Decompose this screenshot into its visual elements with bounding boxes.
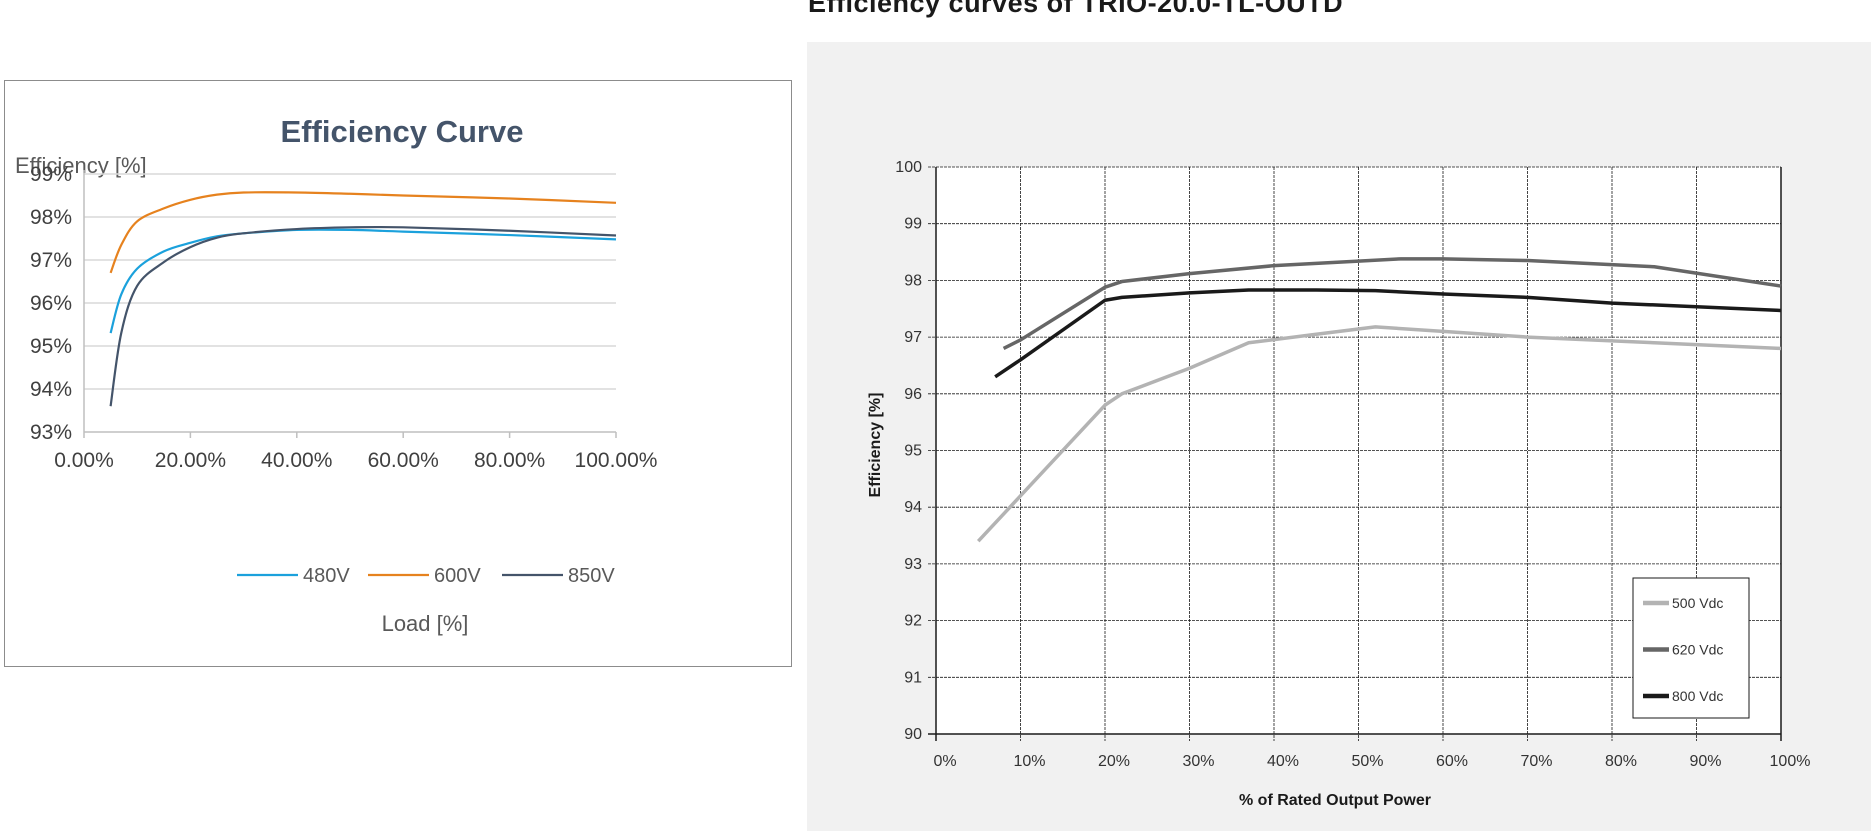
right-series-620-line bbox=[1002, 257, 1782, 351]
right-series-500-line bbox=[976, 325, 1782, 543]
left-x-tick-label: 100.00% bbox=[575, 449, 658, 472]
right-chart-svg: 90 91 92 93 94 95 96 97 98 99 100 0% 10% 20% 30% 40% 50%… bbox=[867, 159, 1811, 809]
right-x-tick-label: 20% bbox=[1098, 753, 1130, 770]
right-x-tick-label: 40% bbox=[1267, 753, 1299, 770]
left-x-tick-label: 60.00% bbox=[368, 449, 439, 472]
right-legend-label: 620 Vdc bbox=[1672, 642, 1723, 658]
right-legend-label: 800 Vdc bbox=[1672, 688, 1723, 704]
right-x-tick-label: 10% bbox=[1013, 753, 1045, 770]
right-x-tick-label: 70% bbox=[1520, 753, 1552, 770]
right-legend-label: 500 Vdc bbox=[1672, 595, 1723, 611]
right-y-tick-label: 92 bbox=[904, 613, 922, 630]
right-y-tick-label: 99 bbox=[904, 216, 922, 233]
right-x-tick-label: 30% bbox=[1182, 753, 1214, 770]
right-chart-heading: Efficiency curves of TRIO-20.0-TL-OUTD bbox=[808, 0, 1344, 18]
left-series-480v-line bbox=[109, 228, 617, 334]
right-x-tick-label: 50% bbox=[1351, 753, 1383, 770]
right-x-tick-label: 0% bbox=[933, 753, 956, 770]
left-y-tick-label: 95% bbox=[30, 335, 72, 358]
right-y-tick-label: 94 bbox=[904, 499, 922, 516]
right-y-tick-label: 100 bbox=[895, 159, 922, 176]
left-chart-frame: Efficiency Curve Efficiency [%] Load [%]… bbox=[4, 80, 792, 667]
right-y-tick-label: 95 bbox=[904, 443, 922, 460]
left-series-lines bbox=[109, 191, 617, 407]
right-y-tick-label: 97 bbox=[904, 329, 922, 346]
left-y-tick-label: 97% bbox=[30, 249, 72, 272]
right-y-tick-label: 98 bbox=[904, 272, 922, 289]
right-x-tick-label: 80% bbox=[1605, 753, 1637, 770]
left-y-tick-label: 99% bbox=[30, 163, 72, 186]
left-y-tick-label: 94% bbox=[30, 378, 72, 401]
right-x-tick-label: 60% bbox=[1436, 753, 1468, 770]
left-x-tick-label: 40.00% bbox=[261, 449, 332, 472]
left-y-tick-label: 96% bbox=[30, 292, 72, 315]
right-y-tick-label: 90 bbox=[904, 726, 922, 743]
left-chart-title: Efficiency Curve bbox=[281, 114, 524, 149]
right-series-800-line bbox=[994, 288, 1782, 379]
right-x-axis-label: % of Rated Output Power bbox=[1239, 792, 1431, 809]
left-y-tick-label: 93% bbox=[30, 421, 72, 444]
right-y-tick-label: 93 bbox=[904, 556, 922, 573]
left-x-tick-label: 0.00% bbox=[54, 449, 114, 472]
right-chart-panel: 90 91 92 93 94 95 96 97 98 99 100 0% 10% 20% 30% 40% 50%… bbox=[807, 42, 1871, 831]
left-legend-label: 600V bbox=[434, 565, 481, 587]
left-axes: 93% 94% 95% 96% 97% 98% 99% 0.00% 20.00% 40.00% 60… bbox=[30, 163, 657, 472]
right-x-tick-label: 100% bbox=[1770, 753, 1811, 770]
left-chart-svg: Efficiency Curve Efficiency [%] Load [%]… bbox=[15, 114, 657, 636]
left-gridlines bbox=[84, 173, 616, 390]
left-x-axis-label: Load [%] bbox=[382, 611, 469, 636]
left-series-600v-line bbox=[109, 191, 617, 274]
right-y-tick-label: 96 bbox=[904, 386, 922, 403]
right-series-lines bbox=[976, 257, 1782, 543]
right-legend: 500 Vdc 620 Vdc 800 Vdc bbox=[1632, 577, 1750, 719]
right-y-tick-label: 91 bbox=[904, 669, 922, 686]
left-legend-label: 850V bbox=[568, 565, 615, 587]
right-y-axis-label: Efficiency [%] bbox=[867, 393, 884, 498]
left-x-tick-label: 80.00% bbox=[474, 449, 545, 472]
left-x-tick-label: 20.00% bbox=[155, 449, 226, 472]
left-series-850v-line bbox=[109, 225, 617, 407]
right-x-tick-label: 90% bbox=[1689, 753, 1721, 770]
left-legend-label: 480V bbox=[303, 565, 350, 587]
left-legend: 480V 600V 850V bbox=[237, 565, 615, 587]
left-y-tick-label: 98% bbox=[30, 206, 72, 229]
